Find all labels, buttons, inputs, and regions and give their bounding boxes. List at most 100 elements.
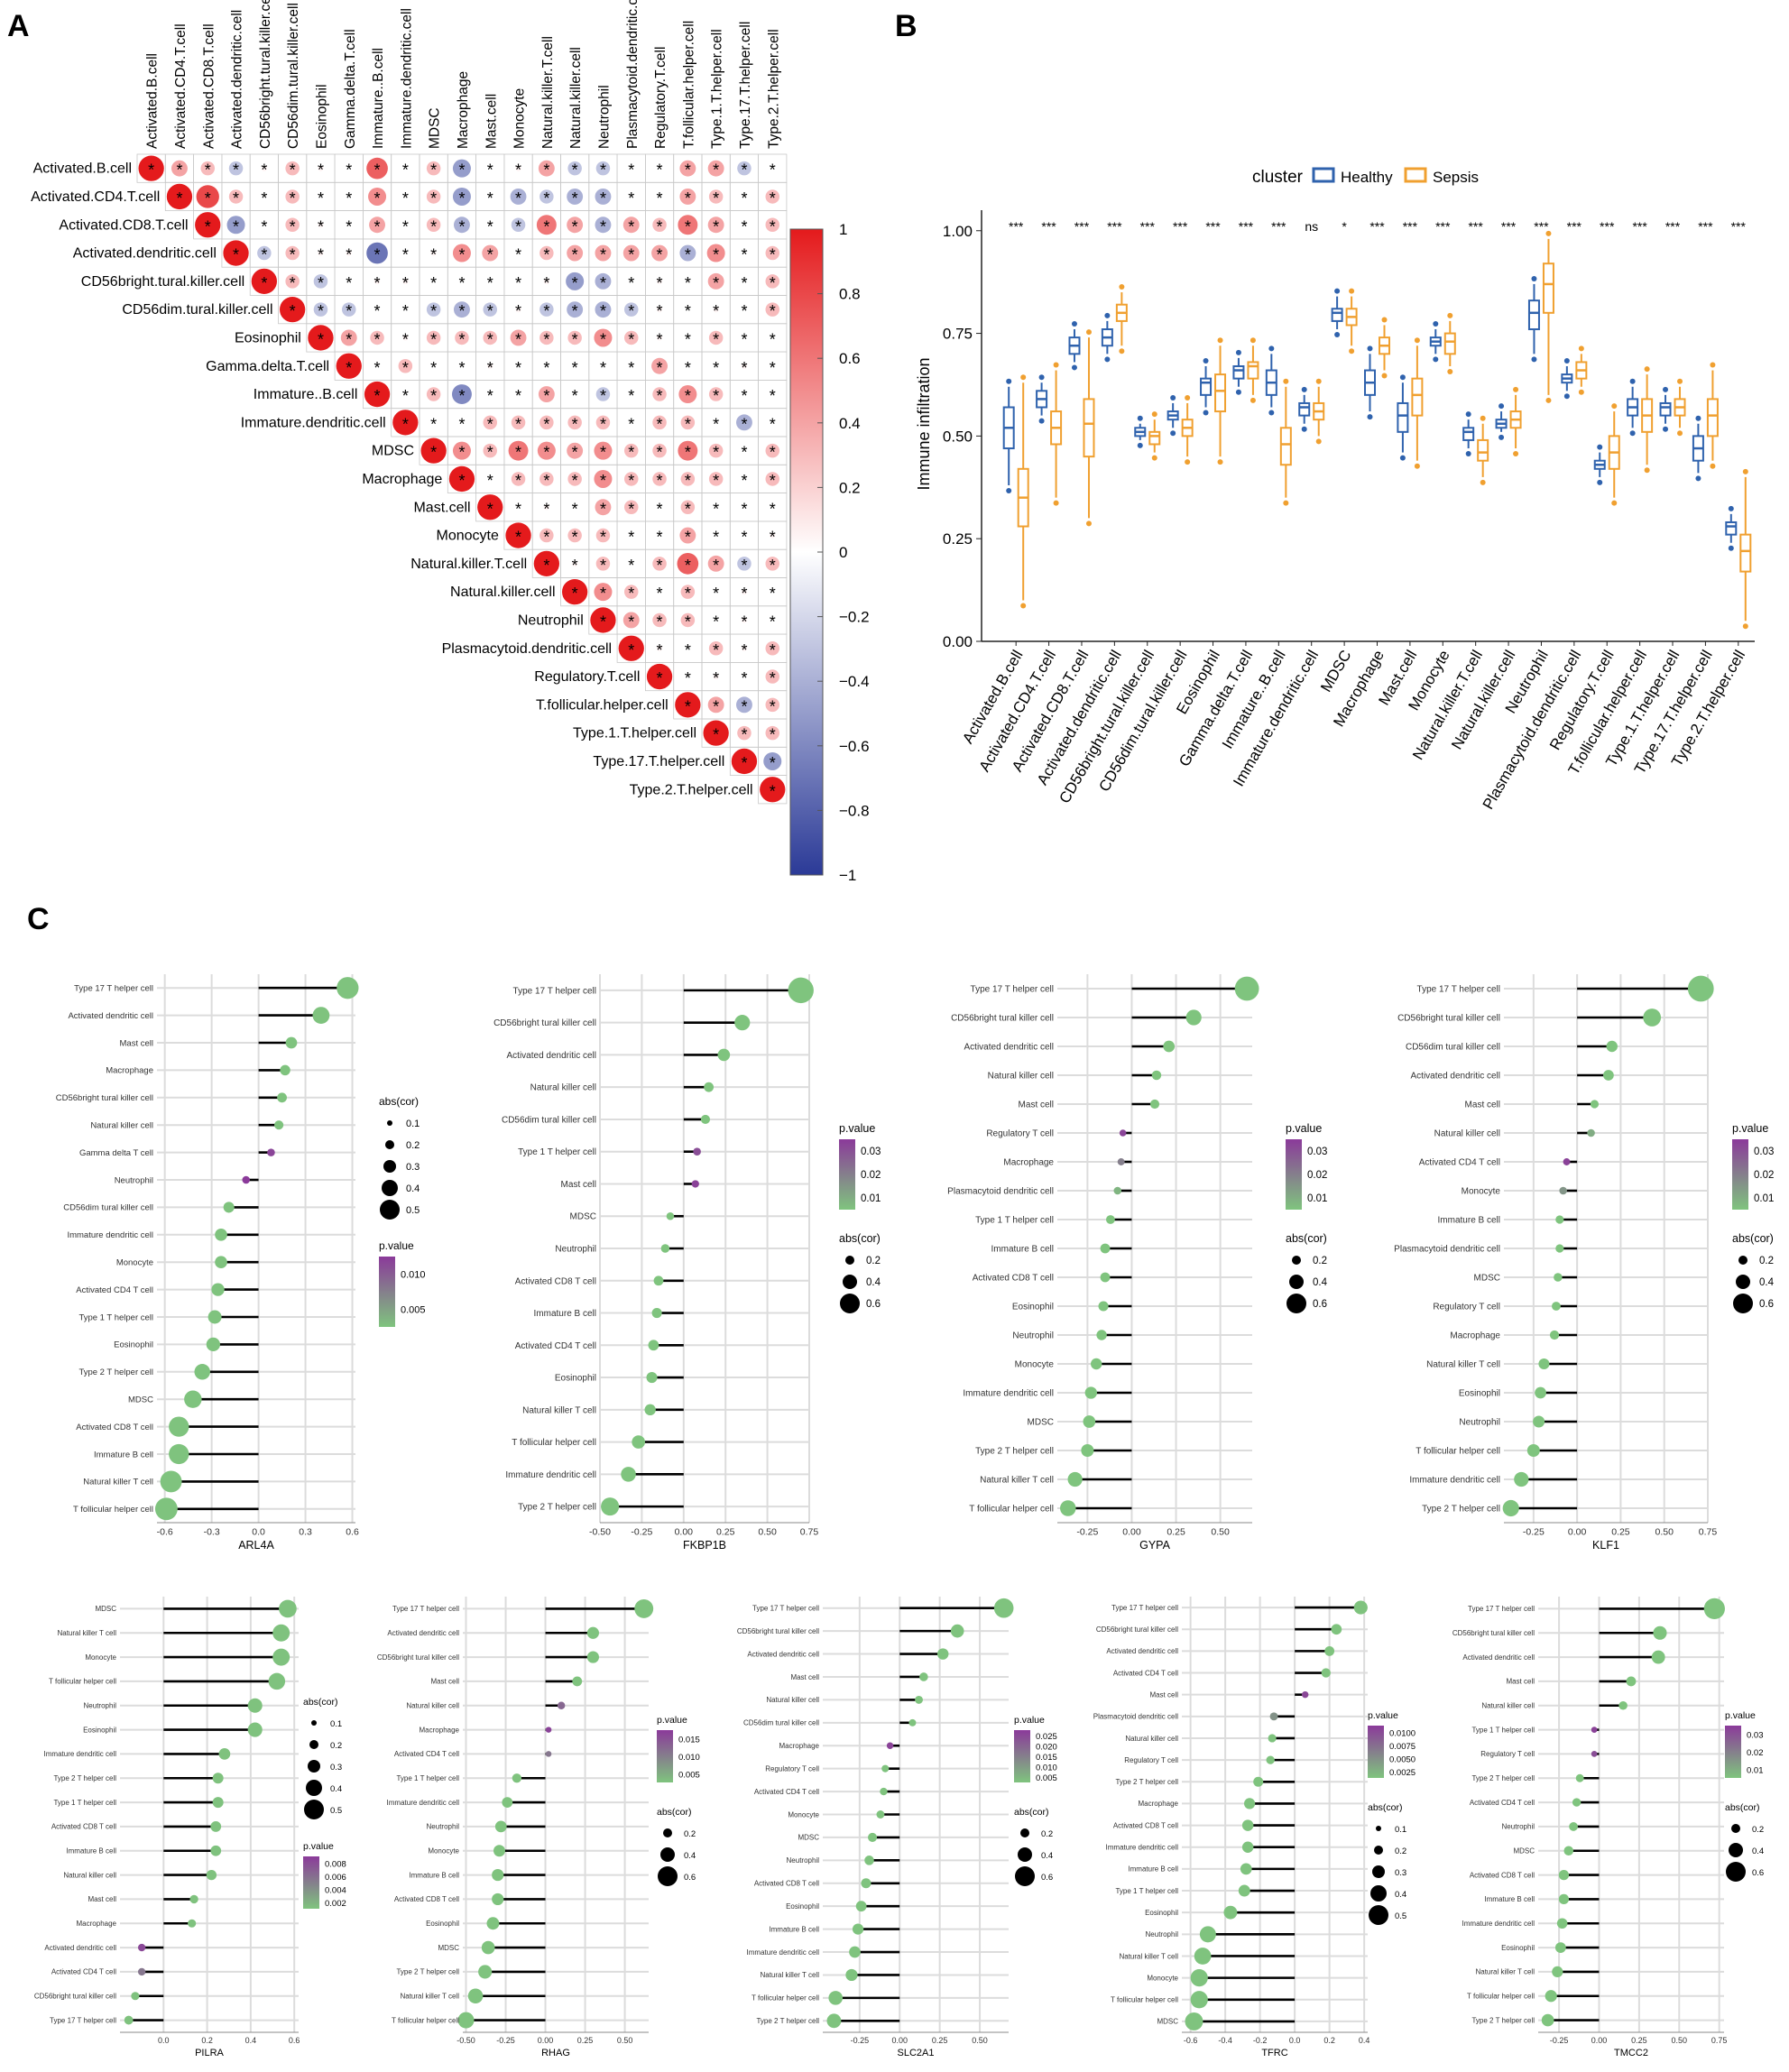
lollipop-dot (788, 977, 814, 1004)
pvalue-colorbar (1368, 1726, 1384, 1778)
row-label: Eosinophil (786, 1902, 819, 1911)
outlier-point (1315, 438, 1322, 445)
significance-star: * (458, 472, 465, 490)
correlation-circle (770, 618, 775, 622)
significance-star: * (487, 444, 493, 462)
row-label: Regulatory T cell (765, 1764, 819, 1773)
pvalue-legend-title: p.value (1732, 1122, 1768, 1135)
x-tick-label: 0.75 (1711, 2036, 1728, 2045)
row-label: Immature dendritic cell (1409, 1476, 1500, 1486)
correlation-circle (680, 472, 696, 486)
significance-star: * (713, 500, 719, 518)
row-label: Type 2 T helper cell (1471, 1774, 1535, 1782)
significance-star: * (402, 189, 409, 207)
x-tick-label: 0.50 (972, 2036, 988, 2045)
lollipop-dot (693, 1147, 701, 1156)
lollipop-dot (648, 1340, 659, 1351)
row-label: Activated dendritic cell (507, 1051, 597, 1061)
significance-star: * (458, 274, 465, 292)
lollipop-dot (160, 1470, 182, 1493)
outlier-point (1235, 389, 1241, 395)
correlation-circle (765, 189, 780, 204)
outlier-point (1185, 459, 1191, 465)
correlation-circle (622, 244, 640, 262)
lollipop-dot (634, 1598, 654, 1618)
row-label: CD56bright tural killer cell (34, 1993, 116, 2001)
significance-star: * (600, 387, 606, 405)
size-legend-label: 0.2 (1313, 1256, 1327, 1266)
correlation-circle (454, 216, 470, 234)
lollipop-dot (1223, 1905, 1238, 1920)
significance-star: * (572, 472, 578, 490)
lollipop-dot (212, 1797, 224, 1809)
row-label: Natural killer cell (766, 1696, 819, 1704)
lollipop-dot (218, 1748, 231, 1760)
correlation-circle (765, 697, 780, 713)
lollipop-dot (1199, 1926, 1216, 1943)
correlation-circle (742, 448, 747, 454)
row-label: Natural killer T cell (760, 1971, 819, 1979)
correlation-circle (629, 561, 634, 566)
row-label: Type 2 T helper cell (756, 2017, 819, 2025)
row-label: CD56bright tural killer cell (1096, 1625, 1178, 1634)
significance-star: * (628, 557, 634, 575)
size-legend-label: 0.3 (330, 1763, 342, 1773)
significance-star: * (628, 246, 634, 264)
box (1148, 430, 1161, 446)
correlation-circle (431, 419, 437, 425)
significance-star: * (770, 330, 776, 348)
correlation-circle (707, 272, 724, 290)
lollipop-dot (601, 1497, 620, 1516)
significance-star: * (430, 217, 437, 235)
correlation-circle (731, 748, 758, 775)
x-tick-label: 0.00 (891, 2036, 908, 2045)
lollipop-dot (936, 1648, 949, 1660)
significance-star: * (572, 189, 578, 207)
correlation-circle (742, 674, 747, 679)
significance-star: * (628, 641, 634, 659)
correlation-circle (623, 585, 639, 599)
significance-star: * (770, 697, 776, 715)
row-label: CD56dim tural killer cell (1406, 1043, 1500, 1053)
row-label: Natural killer cell (90, 1121, 153, 1131)
column-label: Natural.killer.T.cell (540, 36, 556, 149)
significance-star: * (600, 246, 606, 264)
significance-star: * (741, 669, 747, 687)
row-label: MDSC (438, 1944, 459, 1952)
lollipop-dot (1549, 1330, 1560, 1340)
correlation-circle (595, 415, 611, 430)
lollipop-dot (486, 1917, 500, 1930)
correlation-circle (594, 328, 613, 347)
correlation-circle (742, 336, 747, 340)
correlation-circle (567, 472, 582, 486)
size-legend-dot (382, 1180, 398, 1196)
correlation-circle (398, 358, 413, 373)
correlation-circle (451, 384, 472, 405)
outlier-point (1203, 410, 1209, 416)
x-tick-label: 0.50 (1211, 1527, 1230, 1538)
significance-star: * (741, 754, 747, 772)
outlier-point (1104, 356, 1111, 363)
colorbar-tick-label: −1 (839, 867, 856, 884)
outlier-point (1334, 332, 1341, 338)
y-tick-label: 0.75 (943, 326, 973, 343)
significance-star: * (430, 415, 437, 433)
significance-star: * (458, 189, 465, 207)
significance-star: * (543, 529, 549, 547)
significance-label: *** (1698, 219, 1713, 234)
significance-star: * (685, 641, 691, 659)
lollipop-dot (545, 1727, 552, 1733)
pvalue-legend-label: 0.005 (1036, 1773, 1057, 1783)
row-label: Type 17 T helper cell (1417, 985, 1500, 995)
significance-star: * (770, 217, 776, 235)
outlier-point (1513, 386, 1519, 392)
size-legend-label: 0.1 (1395, 1825, 1406, 1835)
correlation-circle (567, 244, 584, 262)
significance-star: * (543, 274, 549, 292)
pvalue-legend-label: 0.03 (1307, 1147, 1327, 1157)
x-tick-label: 0.25 (932, 2036, 948, 2045)
lollipop-dot (211, 1283, 225, 1296)
significance-star: * (685, 557, 691, 575)
row-label: Monocyte (1462, 1187, 1501, 1197)
significance-star: * (600, 472, 606, 490)
